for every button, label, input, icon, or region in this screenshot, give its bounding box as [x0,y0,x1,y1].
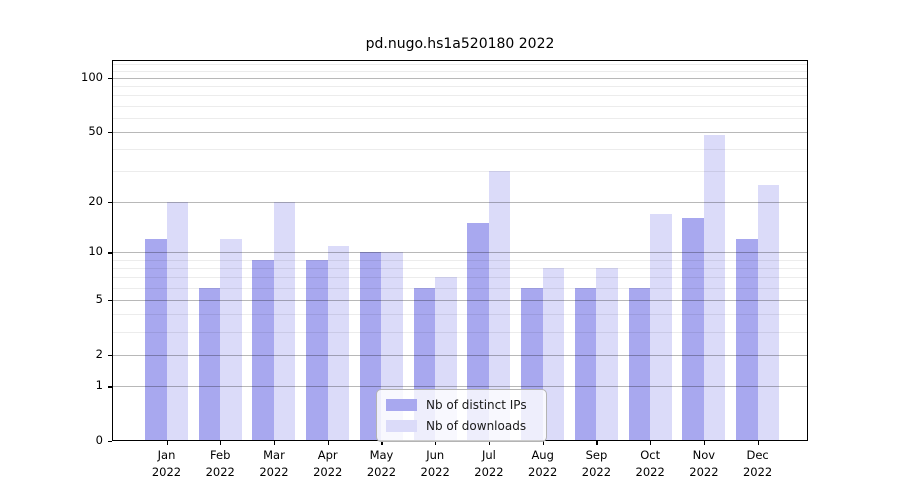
x-tick-mark-nov [703,441,706,445]
x-tick-year: 2022 [689,464,719,479]
x-tick-year: 2022 [420,464,450,479]
x-tick-label-jun: Jun 2022 [403,447,467,480]
x-tick-month: Apr [317,448,338,462]
x-tick-label-jul: Jul 2022 [457,447,521,480]
x-tick-year: 2022 [528,464,558,479]
legend-item-downloads: Nb of downloads [386,418,536,434]
legend: Nb of distinct IPs Nb of downloads [376,389,547,442]
y-tick-label-0: 0 [95,433,103,447]
x-tick-month: May [369,448,394,462]
y-tick-label-1: 1 [95,378,103,393]
x-tick-label-nov: Nov 2022 [672,447,736,480]
x-tick-label-dec: Dec 2022 [726,447,790,480]
x-tick-label-mar: Mar 2022 [242,447,306,480]
x-tick-month: Feb [210,448,231,462]
x-tick-month: Jul [481,448,496,462]
legend-label-distinct-ips: Nb of distinct IPs [426,398,527,412]
x-tick-label-oct: Oct 2022 [618,447,682,480]
x-tick-year: 2022 [366,464,397,479]
x-tick-year: 2022 [742,464,773,479]
legend-swatch-distinct-ips-icon [386,399,417,411]
x-tick-mark-dec [757,441,759,445]
x-tick-year: 2022 [205,464,235,479]
x-tick-month: Jun [426,448,445,462]
x-tick-month: Jan [157,448,176,462]
x-tick-mark-apr [327,441,329,445]
y-tick-label-20: 20 [88,193,103,208]
x-tick-year: 2022 [635,464,665,479]
y-tick-mark-0 [108,441,112,443]
x-tick-label-sep: Sep 2022 [564,447,628,480]
x-tick-label-apr: Apr 2022 [296,447,360,480]
x-tick-year: 2022 [313,464,343,479]
x-tick-year: 2022 [151,464,182,479]
legend-label-downloads: Nb of downloads [426,419,527,433]
x-tick-label-aug: Aug 2022 [511,447,575,480]
x-tick-month: Mar [263,448,285,462]
legend-swatch-downloads-icon [386,420,417,432]
x-tick-month: Oct [640,448,661,462]
plot-frame [112,60,808,441]
x-tick-year: 2022 [581,464,612,479]
x-tick-label-may: May 2022 [349,447,413,480]
x-tick-month: Nov [692,448,716,462]
y-tick-label-5: 5 [95,292,103,307]
x-tick-mark-oct [650,441,652,445]
x-tick-mark-sep [596,441,598,445]
x-tick-label-feb: Feb 2022 [188,447,252,480]
x-tick-mark-mar [273,441,276,445]
x-tick-label-jan: Jan 2022 [135,447,199,480]
chart-title: pd.nugo.hs1a520180 2022 [365,36,555,52]
x-tick-month: Sep [585,448,608,462]
y-tick-label-2: 2 [95,346,103,361]
x-tick-month: Aug [531,448,554,462]
y-tick-label-10: 10 [88,244,103,259]
x-tick-mark-jan [166,441,168,445]
y-tick-label-50: 50 [88,123,103,138]
x-tick-month: Dec [746,448,769,462]
x-tick-year: 2022 [474,464,504,479]
y-tick-label-100: 100 [81,70,103,84]
x-tick-mark-feb [220,441,222,445]
x-tick-year: 2022 [259,464,289,479]
legend-item-distinct-ips: Nb of distinct IPs [386,397,536,413]
